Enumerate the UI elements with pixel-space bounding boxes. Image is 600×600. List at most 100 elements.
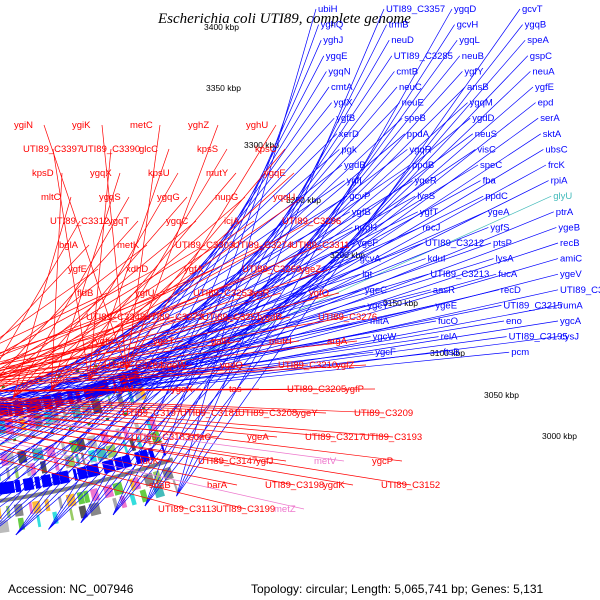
- feature-block: [78, 505, 88, 519]
- kbp-tick-label: 3100 kbp: [430, 348, 465, 358]
- gene-label: ygeR: [415, 176, 437, 187]
- gene-label: UTI89_C3213: [430, 269, 489, 280]
- gene-label: ygeF: [357, 238, 378, 249]
- gene-leader-line: [0, 431, 171, 462]
- gene-leader-line: [0, 180, 345, 420]
- gene-leader-line: [0, 292, 166, 357]
- gene-label: barA: [207, 480, 228, 491]
- gene-label: ygeA: [247, 432, 269, 443]
- gene-label: ptrA: [556, 207, 574, 218]
- gene-label: ygeC: [365, 285, 387, 296]
- gene-label: rpiA: [551, 176, 569, 187]
- gene-label: UTI89_C3195: [509, 332, 568, 343]
- gene-leader-line: [0, 195, 348, 411]
- reverse-strand-cds: [58, 470, 71, 485]
- gene-leader-line: [0, 448, 247, 510]
- gene-leader-line: [0, 340, 242, 375]
- gene-label: UTI89_C3193: [363, 432, 422, 443]
- gene-label: UTI89_C3285: [394, 51, 453, 62]
- gene-leader-line: [15, 86, 330, 536]
- gene-leader-line: [50, 172, 63, 390]
- gene-label: ygqR: [409, 144, 431, 155]
- gene-label: ygqT: [108, 216, 129, 227]
- gene-label: ygeZ: [300, 264, 321, 275]
- gene-label: yghJ: [323, 35, 343, 46]
- gene-label: ppdC: [485, 191, 508, 202]
- gene-leader-line: [0, 133, 338, 465]
- gene-label: UTI89_C3113: [158, 504, 216, 515]
- gene-label: speC: [480, 160, 502, 171]
- gene-leader-line: [88, 148, 170, 381]
- gene-label: UTI89_C3311: [291, 240, 349, 251]
- gene-leader-line: [0, 316, 117, 354]
- gene-label: ygqE: [264, 168, 286, 179]
- gene-leader-line: [0, 351, 510, 405]
- gene-leader-line: [0, 419, 287, 462]
- feature-block: [57, 496, 64, 509]
- feature-block: [139, 489, 149, 503]
- feature-block: [152, 484, 165, 499]
- gene-label: ygdB: [344, 160, 366, 171]
- gene-label: pcm: [511, 347, 529, 358]
- gene-label: ygfT: [420, 207, 439, 218]
- gene-label: UTI89_C3312: [50, 216, 109, 227]
- gene-leader-line: [0, 336, 439, 400]
- kbp-tick-label: 3150 kbp: [383, 298, 418, 308]
- gene-label: metC: [130, 120, 153, 131]
- gene-label: ansB: [467, 82, 489, 93]
- gene-label: sdaB: [149, 480, 171, 491]
- gene-label: metZ: [274, 504, 296, 515]
- gene-leader-line: [0, 388, 202, 392]
- gene-label: ubiH: [318, 4, 338, 15]
- gene-leader-line: [144, 24, 387, 507]
- gene-label: fucO: [438, 316, 458, 327]
- feature-block: [36, 514, 42, 528]
- gene-label: gcvH: [457, 20, 479, 31]
- gene-leader-line: [0, 316, 233, 369]
- gene-label: ygiK: [72, 120, 91, 131]
- gene-label: metK: [117, 240, 140, 251]
- gene-leader-line: [48, 71, 531, 530]
- gene-leader-line: [0, 117, 335, 489]
- gene-leader-line: [0, 458, 189, 510]
- gene-leader-line: [0, 268, 157, 355]
- gene-leader-line: [12, 196, 72, 398]
- gene-label: ygfU: [135, 288, 155, 299]
- gene-leader-line: [0, 388, 376, 392]
- gene-label: glcC: [139, 144, 158, 155]
- feature-block: [25, 463, 32, 477]
- gene-label: UTI89_C3251: [202, 312, 261, 323]
- gene-label: ygeA: [488, 207, 510, 218]
- gene-label: ygcA: [560, 316, 582, 327]
- gene-leader-line: [12, 196, 246, 398]
- gene-leader-line: [0, 417, 162, 438]
- gene-label: lysS: [417, 191, 435, 202]
- gene-leader-line: [51, 172, 295, 391]
- gene-label: yqqU: [273, 192, 295, 203]
- gene-label: mutH: [269, 336, 292, 347]
- gene-label: neuA: [532, 66, 555, 77]
- gene-label: UTI89_C3152: [381, 480, 440, 491]
- gene-label: ppdB: [412, 160, 434, 171]
- gene-label: ygqG: [157, 192, 180, 203]
- gene-label: ygdR: [260, 312, 282, 323]
- gene-label: ygeY: [296, 408, 318, 419]
- feature-block: [29, 462, 37, 476]
- feature-block: [0, 473, 1, 481]
- gene-label: frcK: [548, 160, 566, 171]
- gene-leader-line: [0, 411, 403, 462]
- gene-label: serA: [540, 113, 560, 124]
- gene-leader-line: [0, 149, 340, 446]
- gene-label: neuC: [399, 82, 422, 93]
- gene-label: lysR: [251, 288, 270, 299]
- feature-block: [143, 472, 156, 487]
- gene-label: kpsC: [255, 144, 277, 155]
- gene-label: neuE: [402, 98, 424, 109]
- gene-label: nupG: [215, 192, 238, 203]
- gene-label: galR: [211, 336, 231, 347]
- gene-leader-line: [0, 220, 81, 361]
- gene-label: ygcP: [372, 456, 393, 467]
- gene-leader-line: [0, 398, 327, 414]
- gene-label: ygfO: [309, 288, 329, 299]
- gene-label: pgk: [341, 144, 357, 155]
